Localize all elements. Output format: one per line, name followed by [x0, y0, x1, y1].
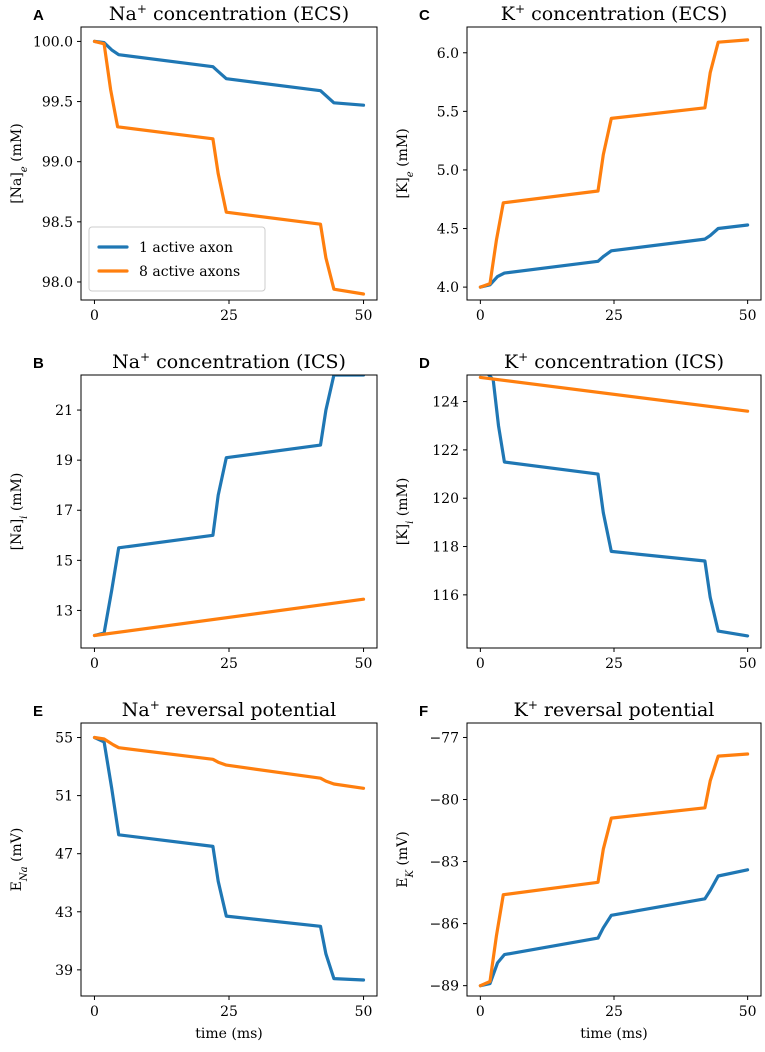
y-axis-label: EK (mV) [395, 831, 416, 887]
panel-letter: F [419, 703, 428, 720]
series-line-one-axon [92, 375, 366, 638]
y-tick-label: −80 [429, 793, 459, 809]
x-tick-label: 25 [220, 656, 238, 672]
y-tick-label: 99.5 [42, 95, 73, 111]
x-tick-label: 0 [90, 1004, 99, 1020]
series-line-one-axon [92, 39, 366, 107]
y-tick-label: 19 [55, 453, 73, 469]
series-line-eight-axons [92, 735, 366, 790]
panel-title: K+ concentration (ICS) [504, 350, 724, 373]
x-tick-label: 50 [355, 308, 373, 324]
y-tick-label: 5.5 [437, 104, 459, 120]
legend-label: 1 active axon [139, 240, 233, 256]
panel-title: Na+ reversal potential [122, 698, 336, 721]
y-axis-label: ENa (mV) [9, 828, 30, 892]
y-tick-label: 15 [55, 553, 73, 569]
x-tick-label: 50 [355, 656, 373, 672]
y-tick-label: 120 [432, 491, 459, 507]
y-tick-label: −89 [429, 979, 459, 995]
x-tick-label: 25 [605, 308, 623, 324]
y-tick-label: 6.0 [437, 46, 459, 62]
axes-frame [466, 374, 762, 649]
series-line-eight-axons [92, 597, 366, 638]
x-tick-label: 50 [739, 1004, 757, 1020]
y-tick-label: 118 [432, 540, 459, 556]
x-tick-label: 0 [476, 1004, 485, 1020]
series-line-eight-axons [478, 38, 750, 289]
y-tick-label: 55 [55, 731, 73, 747]
y-tick-label: 17 [55, 503, 73, 519]
series-line-eight-axons [478, 375, 750, 413]
panel-letter: D [419, 355, 430, 372]
x-tick-label: 50 [355, 1004, 373, 1020]
y-tick-label: 124 [432, 395, 459, 411]
series-line-one-axon [478, 868, 750, 988]
y-tick-label: 5.0 [437, 163, 459, 179]
x-axis-label: time (ms) [195, 1026, 263, 1042]
x-tick-label: 25 [605, 656, 623, 672]
x-tick-label: 0 [476, 308, 485, 324]
y-axis-label: [K]e (mM) [395, 128, 416, 198]
series-line-one-axon [487, 375, 750, 638]
x-tick-label: 50 [739, 656, 757, 672]
y-tick-label: 51 [55, 789, 73, 805]
axes-frame [466, 26, 762, 301]
y-tick-label: 122 [432, 443, 459, 459]
y-axis-label: [Na]e (mM) [9, 123, 30, 203]
y-tick-label: 4.5 [437, 222, 459, 238]
y-tick-label: 98.5 [42, 215, 73, 231]
x-tick-label: 0 [476, 656, 485, 672]
panel-title: K+ reversal potential [514, 698, 715, 721]
x-tick-label: 0 [90, 656, 99, 672]
panel-letter: A [33, 7, 44, 24]
panel-d: 0 25 50 116 118 120 122 124 D K+ concentration (I… [395, 350, 762, 672]
panel-title: K+ concentration (ECS) [501, 2, 727, 25]
y-tick-label: 43 [55, 905, 73, 921]
x-tick-label: 25 [220, 1004, 238, 1020]
x-tick-label: 25 [605, 1004, 623, 1020]
y-tick-label: 4.0 [437, 280, 459, 296]
legend: 1 active axon 8 active axons [88, 226, 266, 292]
y-axis-label: [Na]i (mM) [9, 473, 30, 551]
y-tick-label: 21 [55, 403, 73, 419]
y-tick-label: 39 [55, 963, 73, 979]
y-tick-label: 98.0 [42, 275, 73, 291]
x-tick-label: 0 [90, 308, 99, 324]
panel-e: 0 25 50 39 43 47 51 55 E Na+ reversal potential EN… [9, 698, 378, 1042]
y-tick-label: 100.0 [33, 34, 73, 50]
y-tick-label: 116 [432, 588, 459, 604]
panel-f: 0 25 50 −89 −86 −83 −80 −77F K+ reversal potenti… [395, 698, 762, 1042]
panel-title: Na+ concentration (ECS) [109, 2, 349, 25]
panel-letter: C [419, 7, 430, 24]
panel-a: 0 25 50 98.0 98.5 99.0 99.5 100.0 A Na+ concentra… [9, 2, 378, 324]
x-axis-label: time (ms) [580, 1026, 648, 1042]
y-axis-label: [K]i (mM) [395, 478, 416, 546]
y-tick-label: −83 [429, 855, 459, 871]
panel-letter: E [33, 703, 43, 720]
series-line-eight-axons [92, 39, 366, 296]
y-tick-label: −86 [429, 917, 459, 933]
x-tick-label: 25 [220, 308, 238, 324]
panel-letter: B [33, 355, 44, 372]
y-tick-label: 13 [55, 603, 73, 619]
series-line-one-axon [478, 223, 750, 289]
series-line-eight-axons [478, 752, 750, 988]
legend-box [88, 226, 266, 292]
x-tick-label: 50 [739, 308, 757, 324]
y-tick-label: 99.0 [42, 155, 73, 171]
panel-title: Na+ concentration (ICS) [112, 350, 346, 373]
legend-label: 8 active axons [139, 264, 240, 280]
series-line-one-axon [92, 735, 366, 982]
y-tick-label: 47 [55, 847, 73, 863]
y-tick-label: −77 [429, 730, 459, 746]
axes-frame [80, 374, 378, 649]
panel-c: 0 25 50 4.0 4.5 5.0 5.5 6.0 C K+ concentration (E… [395, 2, 762, 324]
panel-b: 0 25 50 13 15 17 19 21 B Na+ concentration (ICS) [… [9, 350, 378, 672]
